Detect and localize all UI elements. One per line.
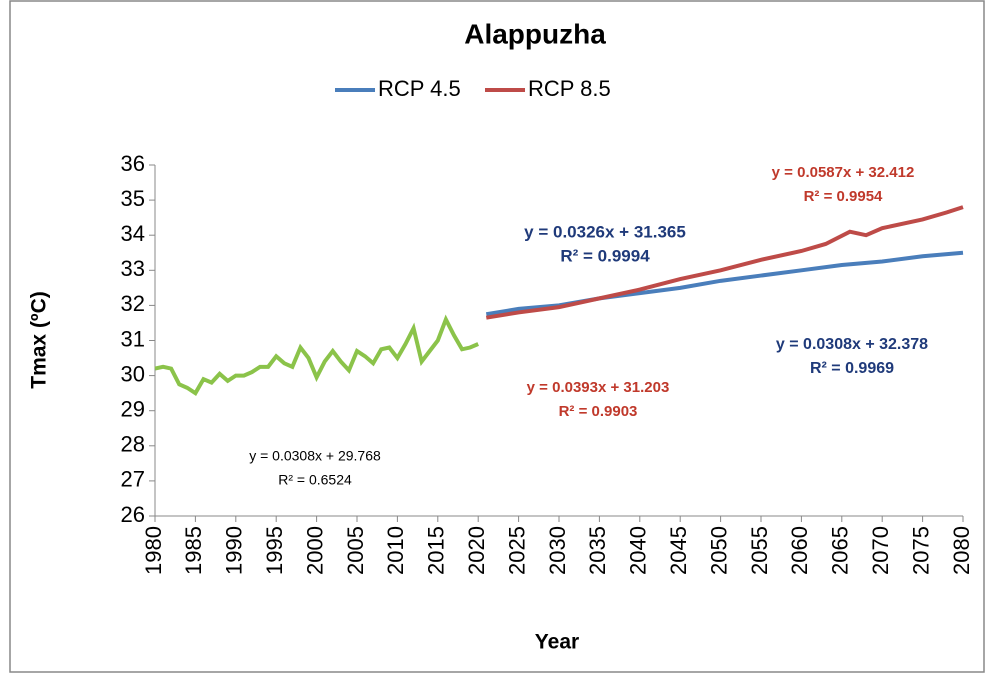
y-tick-label: 27 bbox=[121, 467, 145, 492]
x-tick-label: 2055 bbox=[747, 526, 772, 575]
trend-equation: y = 0.0326x + 31.365 bbox=[524, 222, 686, 241]
chart-title: Alappuzha bbox=[464, 18, 606, 49]
x-tick-label: 2025 bbox=[504, 526, 529, 575]
x-tick-label: 2005 bbox=[343, 526, 368, 575]
x-axis-label: Year bbox=[535, 631, 579, 654]
trend-equation: R² = 0.6524 bbox=[278, 472, 352, 488]
y-tick-label: 36 bbox=[121, 151, 145, 176]
y-tick-label: 29 bbox=[121, 397, 145, 422]
x-tick-label: 2065 bbox=[828, 526, 853, 575]
y-tick-label: 30 bbox=[121, 361, 145, 386]
x-tick-label: 2040 bbox=[626, 526, 651, 575]
trend-equation: R² = 0.9994 bbox=[560, 246, 650, 265]
x-tick-label: 2030 bbox=[545, 526, 570, 575]
x-tick-label: 2050 bbox=[706, 526, 731, 575]
y-tick-label: 26 bbox=[121, 502, 145, 527]
x-tick-label: 2010 bbox=[383, 526, 408, 575]
y-axis-label: Tmax (ºC) bbox=[28, 291, 51, 389]
trend-equation: y = 0.0393x + 31.203 bbox=[527, 379, 670, 396]
trend-equation: R² = 0.9954 bbox=[804, 188, 883, 205]
trend-equation: y = 0.0587x + 32.412 bbox=[772, 164, 915, 181]
x-tick-label: 2075 bbox=[908, 526, 933, 575]
x-tick-label: 1980 bbox=[141, 526, 166, 575]
x-tick-label: 1990 bbox=[222, 526, 247, 575]
line-series bbox=[485, 205, 964, 320]
chart-frame bbox=[9, 0, 985, 673]
legend-label: RCP 8.5 bbox=[528, 76, 611, 101]
trend-equation: y = 0.0308x + 29.768 bbox=[249, 448, 381, 464]
x-tick-label: 1995 bbox=[262, 526, 287, 575]
y-tick-label: 32 bbox=[121, 291, 145, 316]
y-tick-label: 31 bbox=[121, 326, 145, 351]
x-tick-label: 2080 bbox=[949, 526, 974, 575]
trend-equation: y = 0.0308x + 32.378 bbox=[776, 336, 928, 353]
x-tick-label: 2035 bbox=[585, 526, 610, 575]
y-tick-label: 33 bbox=[121, 256, 145, 281]
x-tick-label: 2060 bbox=[787, 526, 812, 575]
legend-label: RCP 4.5 bbox=[378, 76, 461, 101]
trend-equation: R² = 0.9903 bbox=[559, 403, 638, 420]
x-tick-label: 2015 bbox=[424, 526, 449, 575]
line-series bbox=[154, 314, 479, 396]
x-tick-label: 2000 bbox=[302, 526, 327, 575]
x-tick-label: 2020 bbox=[464, 526, 489, 575]
x-tick-label: 2045 bbox=[666, 526, 691, 575]
y-tick-label: 35 bbox=[121, 186, 145, 211]
x-tick-label: 2070 bbox=[868, 526, 893, 575]
x-tick-label: 1985 bbox=[181, 526, 206, 575]
trend-equation: R² = 0.9969 bbox=[810, 360, 894, 377]
y-tick-label: 28 bbox=[121, 432, 145, 457]
y-tick-label: 34 bbox=[121, 221, 145, 246]
